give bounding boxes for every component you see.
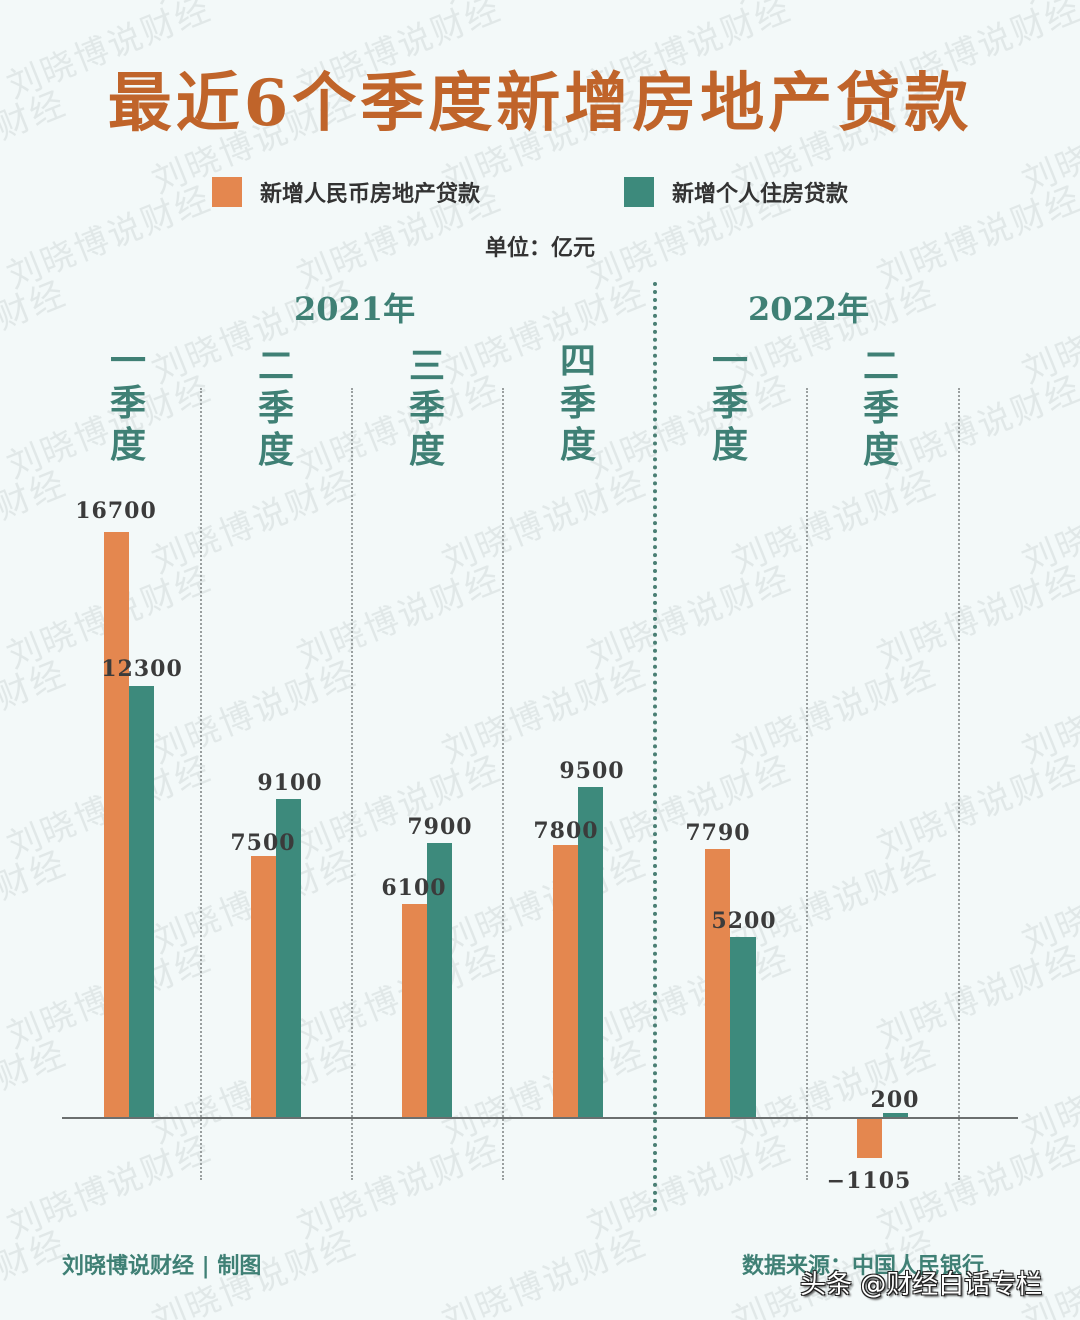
value-label: 200	[870, 1087, 920, 1113]
watermark-text: 刘晓博说财经	[436, 273, 652, 392]
value-label: 9500	[559, 758, 625, 784]
legend-label: 新增人民币房地产贷款	[260, 181, 481, 207]
value-label: −1105	[826, 1168, 912, 1194]
legend-label: 新增个人住房贷款	[672, 181, 849, 207]
value-label: 5200	[711, 908, 777, 934]
watermark-text: 刘晓博说财经	[581, 558, 797, 677]
quarter-label: 一季度	[711, 340, 748, 466]
watermark-text: 刘晓博说财经	[436, 653, 652, 772]
watermark-text: 刘晓博说财经	[436, 1223, 652, 1320]
watermark-text: 刘晓博说财经	[724, 0, 943, 13]
watermark-text: 刘晓博说财经	[1016, 463, 1080, 582]
watermark-text: 刘晓博说财经	[436, 1033, 652, 1152]
bar-housing-2021q3	[427, 843, 452, 1118]
value-label: 7900	[407, 814, 473, 840]
quarter-label: 三季度	[408, 345, 445, 471]
value-label: 6100	[381, 875, 447, 901]
quarter-label: 四季度	[559, 340, 596, 466]
data-source: 数据来源：中国人民银行	[742, 1253, 985, 1279]
bar-housing-2021q2	[276, 799, 301, 1118]
bar-housing-2021q1	[129, 686, 154, 1118]
watermark-text: 刘晓博说财经	[434, 0, 653, 13]
watermark-text: 刘晓博说财经	[0, 653, 72, 772]
bar-real-estate-2021q4	[553, 845, 578, 1118]
watermark-text: 刘晓博说财经	[0, 1033, 72, 1152]
watermark-text: 刘晓博说财经	[581, 1128, 797, 1247]
watermark-text: 刘晓博说财经	[726, 653, 942, 772]
quarter-label: 二季度	[862, 345, 899, 471]
watermark-text: 刘晓博说财经	[291, 1128, 507, 1247]
value-label: 16700	[75, 498, 157, 524]
watermark-text: 刘晓博说财经	[1016, 843, 1080, 962]
bar-housing-2022q1	[730, 937, 756, 1118]
watermark-text: 刘晓博说财经	[146, 463, 362, 582]
watermark-text: 刘晓博说财经	[871, 748, 1080, 867]
chart-title: 最近6个季度新增房地产贷款	[107, 66, 973, 141]
value-label: 9100	[257, 770, 323, 796]
legend-item-housing: 新增个人住房贷款	[624, 176, 848, 208]
watermark-text: 刘晓博说财经	[0, 273, 72, 392]
legend-swatch-teal	[624, 177, 654, 207]
quarter-label: 二季度	[257, 345, 294, 471]
watermark-text: 刘晓博说财经	[1016, 1033, 1080, 1152]
watermark-text: 刘晓博说财经	[581, 938, 797, 1057]
year-label-2022: 2022年	[748, 290, 870, 328]
value-label: 7790	[685, 820, 751, 846]
watermark-text: 刘晓博说财经	[581, 368, 797, 487]
watermark-text: 刘晓博说财经	[436, 463, 652, 582]
column-separator	[502, 388, 504, 1180]
watermark-text: 刘晓博说财经	[1, 1128, 217, 1247]
value-label: 7500	[230, 830, 296, 856]
watermark-text: 刘晓博说财经	[871, 558, 1080, 677]
column-separator	[351, 388, 353, 1180]
value-label: 7800	[533, 818, 599, 844]
platform-overlay-credit: 头条 @财经白话专栏	[800, 1270, 1043, 1300]
column-separator	[200, 388, 202, 1180]
quarter-label: 一季度	[109, 340, 146, 466]
watermark-text: 刘晓博说财经	[0, 0, 72, 13]
bar-real-estate-2021q3	[402, 904, 427, 1118]
legend-item-real-estate: 新增人民币房地产贷款	[212, 176, 480, 208]
watermark-text: 刘晓博说财经	[1014, 0, 1080, 13]
bar-housing-2022q2	[883, 1113, 908, 1118]
watermark-text: 刘晓博说财经	[871, 938, 1080, 1057]
unit-label: 单位：亿元	[484, 235, 595, 261]
zero-baseline	[62, 1117, 1018, 1119]
bar-real-estate-2021q2	[251, 856, 276, 1118]
year-separator	[653, 282, 657, 1212]
watermark-text: 刘晓博说财经	[726, 843, 942, 962]
watermark-text: 刘晓博说财经	[1016, 273, 1080, 392]
column-separator	[958, 388, 960, 1180]
watermark-text: 刘晓博说财经	[144, 0, 363, 13]
column-separator	[806, 388, 808, 1180]
chart-credit: 刘晓博说财经 | 制图	[62, 1253, 262, 1279]
watermark-text: 刘晓博说财经	[291, 938, 507, 1057]
bar-housing-2021q4	[578, 787, 603, 1118]
year-label-2021: 2021年	[294, 290, 416, 328]
bar-real-estate-2022q1	[705, 849, 730, 1118]
bar-real-estate-2022q2	[857, 1119, 882, 1158]
watermark-text: 刘晓博说财经	[0, 843, 72, 962]
bar-real-estate-2021q1	[104, 532, 129, 1118]
legend-swatch-orange	[212, 177, 242, 207]
value-label: 12300	[101, 656, 183, 682]
watermark-text: 刘晓博说财经	[726, 463, 942, 582]
watermark-text: 刘晓博说财经	[1016, 653, 1080, 772]
watermark-text: 刘晓博说财经	[291, 558, 507, 677]
